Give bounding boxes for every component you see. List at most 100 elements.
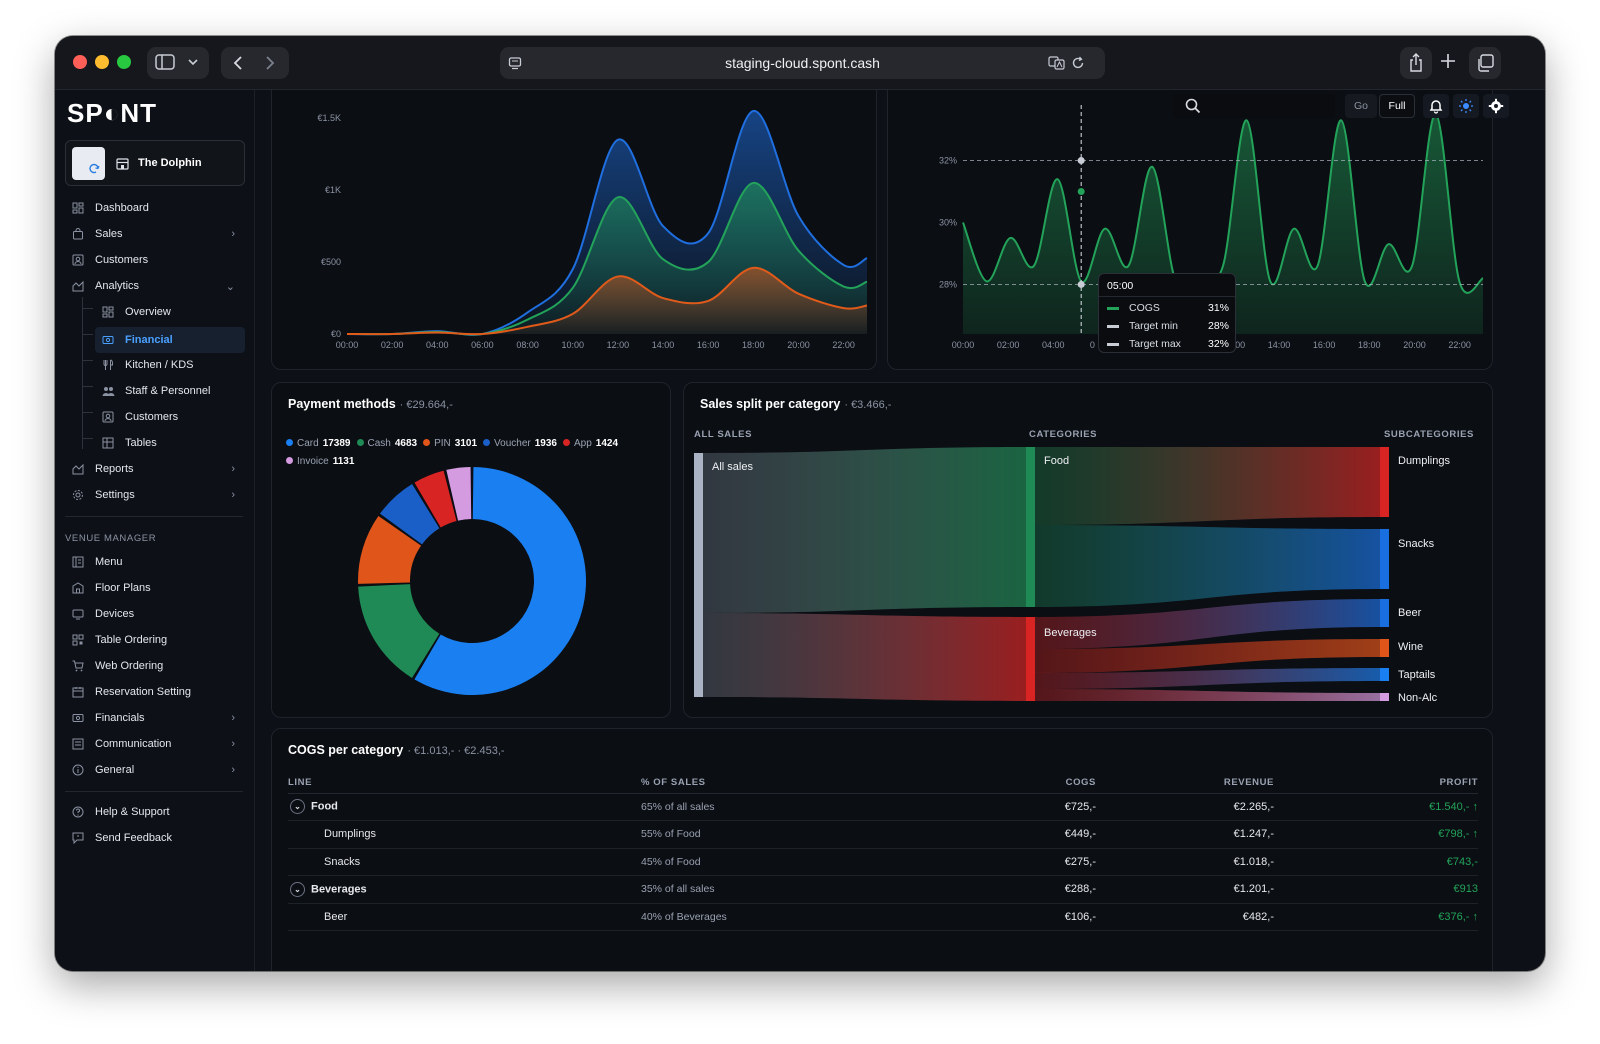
nav-kitchen-kds[interactable]: Kitchen / KDS: [95, 354, 245, 376]
nav-reservation-setting[interactable]: Reservation Setting: [71, 681, 241, 703]
legend-item[interactable]: Invoice 1131: [286, 453, 354, 471]
tree-connector: [83, 386, 93, 387]
nav-sales[interactable]: Sales ›: [71, 223, 241, 245]
tooltip-value: 32%: [1207, 338, 1229, 350]
nav-analytics-customers[interactable]: Customers: [95, 406, 245, 428]
nav-general[interactable]: General ›: [71, 759, 241, 781]
go-button[interactable]: Go: [1345, 94, 1377, 118]
table-row-snacks[interactable]: Snacks 45% of Food €275,- €1.018,- €743,…: [288, 848, 1478, 876]
minimize-window-button[interactable]: [95, 55, 109, 69]
series-line: [346, 266, 868, 336]
venue-selector[interactable]: The Dolphin: [65, 140, 245, 186]
column-header-line[interactable]: LINE: [288, 773, 641, 794]
collapse-toggle-icon[interactable]: ⌄: [290, 881, 305, 897]
address-bar[interactable]: staging-cloud.spont.cash: [500, 47, 1105, 79]
x-tick-label: 06:00: [471, 340, 494, 350]
tooltip-label: Target max: [1129, 338, 1181, 350]
nav-tables[interactable]: Tables: [95, 432, 245, 454]
legend-value: 1131: [332, 456, 355, 467]
sidebar-icon[interactable]: [155, 54, 175, 70]
table-row-dumplings[interactable]: Dumplings 55% of Food €449,- €1.247,- €7…: [288, 820, 1478, 849]
nav-label: Communication: [95, 738, 172, 750]
theme-toggle-button[interactable]: [1453, 94, 1479, 118]
nav-staff-personnel[interactable]: Staff & Personnel: [95, 380, 245, 402]
table-row-food[interactable]: ⌄ Food 65% of all sales €725,- €2.265,- €…: [288, 793, 1478, 821]
sun-icon: [1459, 99, 1473, 113]
flow-beverages-wine: [1030, 639, 1384, 673]
share-button[interactable]: [1400, 47, 1432, 79]
sankey-chart[interactable]: [684, 383, 1493, 718]
feedback-icon: [71, 831, 85, 845]
menu-icon: [71, 555, 85, 569]
legend-item[interactable]: App 1424: [562, 435, 618, 453]
settings-button[interactable]: [1483, 94, 1509, 118]
legend-item[interactable]: Card 17389: [286, 435, 351, 453]
table-row-beer[interactable]: Beer 40% of Beverages €106,- €482,- €376…: [288, 903, 1478, 931]
title-text: Sales split per category: [700, 397, 841, 411]
nav-analytics[interactable]: Analytics ⌄: [71, 275, 241, 297]
sidebar-toggle-group[interactable]: [147, 47, 209, 79]
nav-label: Devices: [95, 608, 135, 620]
maximize-window-button[interactable]: [117, 55, 131, 69]
tabs-icon: [1476, 54, 1494, 72]
table-row-beverages[interactable]: ⌄ Beverages 35% of all sales €288,- €1.20…: [288, 875, 1478, 904]
y-tick-label: 30%: [939, 218, 957, 228]
node-wine: [1380, 639, 1389, 657]
nav-web-ordering[interactable]: Web Ordering: [71, 655, 241, 677]
legend-dot: [286, 439, 293, 446]
reload-icon[interactable]: [1071, 56, 1085, 70]
nav-communication[interactable]: Communication ›: [71, 733, 241, 755]
nav-label: Overview: [125, 306, 171, 318]
flow-food-snacks: [1030, 525, 1384, 607]
nav-financials[interactable]: Financials ›: [71, 707, 241, 729]
nav-help-support[interactable]: Help & Support: [71, 801, 241, 823]
column-header-cogs[interactable]: COGS: [921, 773, 1096, 794]
collapse-toggle-icon[interactable]: ⌄: [290, 799, 305, 815]
cogs-percentage-chart[interactable]: 28%30%32%00:0002:0004:0012:0014:0016:001…: [888, 90, 1493, 370]
legend-item[interactable]: PIN 3101: [423, 435, 477, 453]
nav-floor-plans[interactable]: Floor Plans: [71, 577, 241, 599]
nav-settings[interactable]: Settings ›: [71, 484, 241, 506]
legend-item[interactable]: Cash 4683: [356, 435, 417, 453]
page-settings-icon[interactable]: [508, 56, 522, 70]
node-label-beverages: Beverages: [1044, 627, 1097, 639]
flow-beverages-beer: [1030, 599, 1384, 649]
forward-icon[interactable]: [263, 55, 277, 71]
search-input[interactable]: [1173, 94, 1335, 118]
new-tab-icon[interactable]: [1440, 53, 1456, 69]
spont-logo[interactable]: SP◐NT: [67, 98, 158, 128]
nav-financial[interactable]: Financial: [95, 327, 245, 353]
back-icon[interactable]: [231, 55, 245, 71]
revenue-area-chart[interactable]: €0 €500 €1K €1.5K 00:00 02:00 04:00 06:00 08:00 1…: [272, 90, 877, 370]
legend-label: Voucher: [494, 438, 531, 449]
node-label-beer: Beer: [1398, 607, 1422, 619]
chevron-right-icon: ›: [231, 738, 235, 750]
node-food: [1026, 447, 1035, 607]
translate-icon[interactable]: [1048, 56, 1066, 70]
revenue-chart-panel: €0 €500 €1K €1.5K 00:00 02:00 04:00 06:00 08:00 1…: [271, 90, 877, 370]
nav-devices[interactable]: Devices: [71, 603, 241, 625]
chevron-down-icon[interactable]: [187, 56, 199, 68]
nav-customers[interactable]: Customers: [71, 249, 241, 271]
legend-label: PIN: [434, 438, 451, 449]
nav-dashboard[interactable]: Dashboard: [71, 197, 241, 219]
nav-menu[interactable]: Menu: [71, 551, 241, 573]
column-header-revenue[interactable]: REVENUE: [1096, 773, 1274, 794]
nav-send-feedback[interactable]: Send Feedback: [71, 827, 241, 849]
notifications-button[interactable]: [1423, 94, 1449, 118]
tab-overview-button[interactable]: [1469, 47, 1501, 79]
close-window-button[interactable]: [73, 55, 87, 69]
nav-table-ordering[interactable]: Table Ordering: [71, 629, 241, 651]
nav-label: Web Ordering: [95, 660, 164, 672]
venue-logo: [72, 147, 105, 180]
nav-overview[interactable]: Overview: [95, 301, 245, 323]
chart-tooltip: 05:00 COGS 31% Target min 28% Target max…: [1098, 273, 1236, 353]
column-header-profit[interactable]: PROFIT: [1274, 773, 1478, 794]
y-tick-label: €0: [331, 329, 341, 339]
column-header-pct[interactable]: % OF SALES: [641, 773, 921, 794]
node-label-wine: Wine: [1398, 641, 1424, 653]
legend-item[interactable]: Voucher 1936: [483, 435, 557, 453]
full-button[interactable]: Full: [1379, 94, 1415, 118]
nav-reports[interactable]: Reports ›: [71, 458, 241, 480]
node-dumplings: [1380, 447, 1389, 517]
